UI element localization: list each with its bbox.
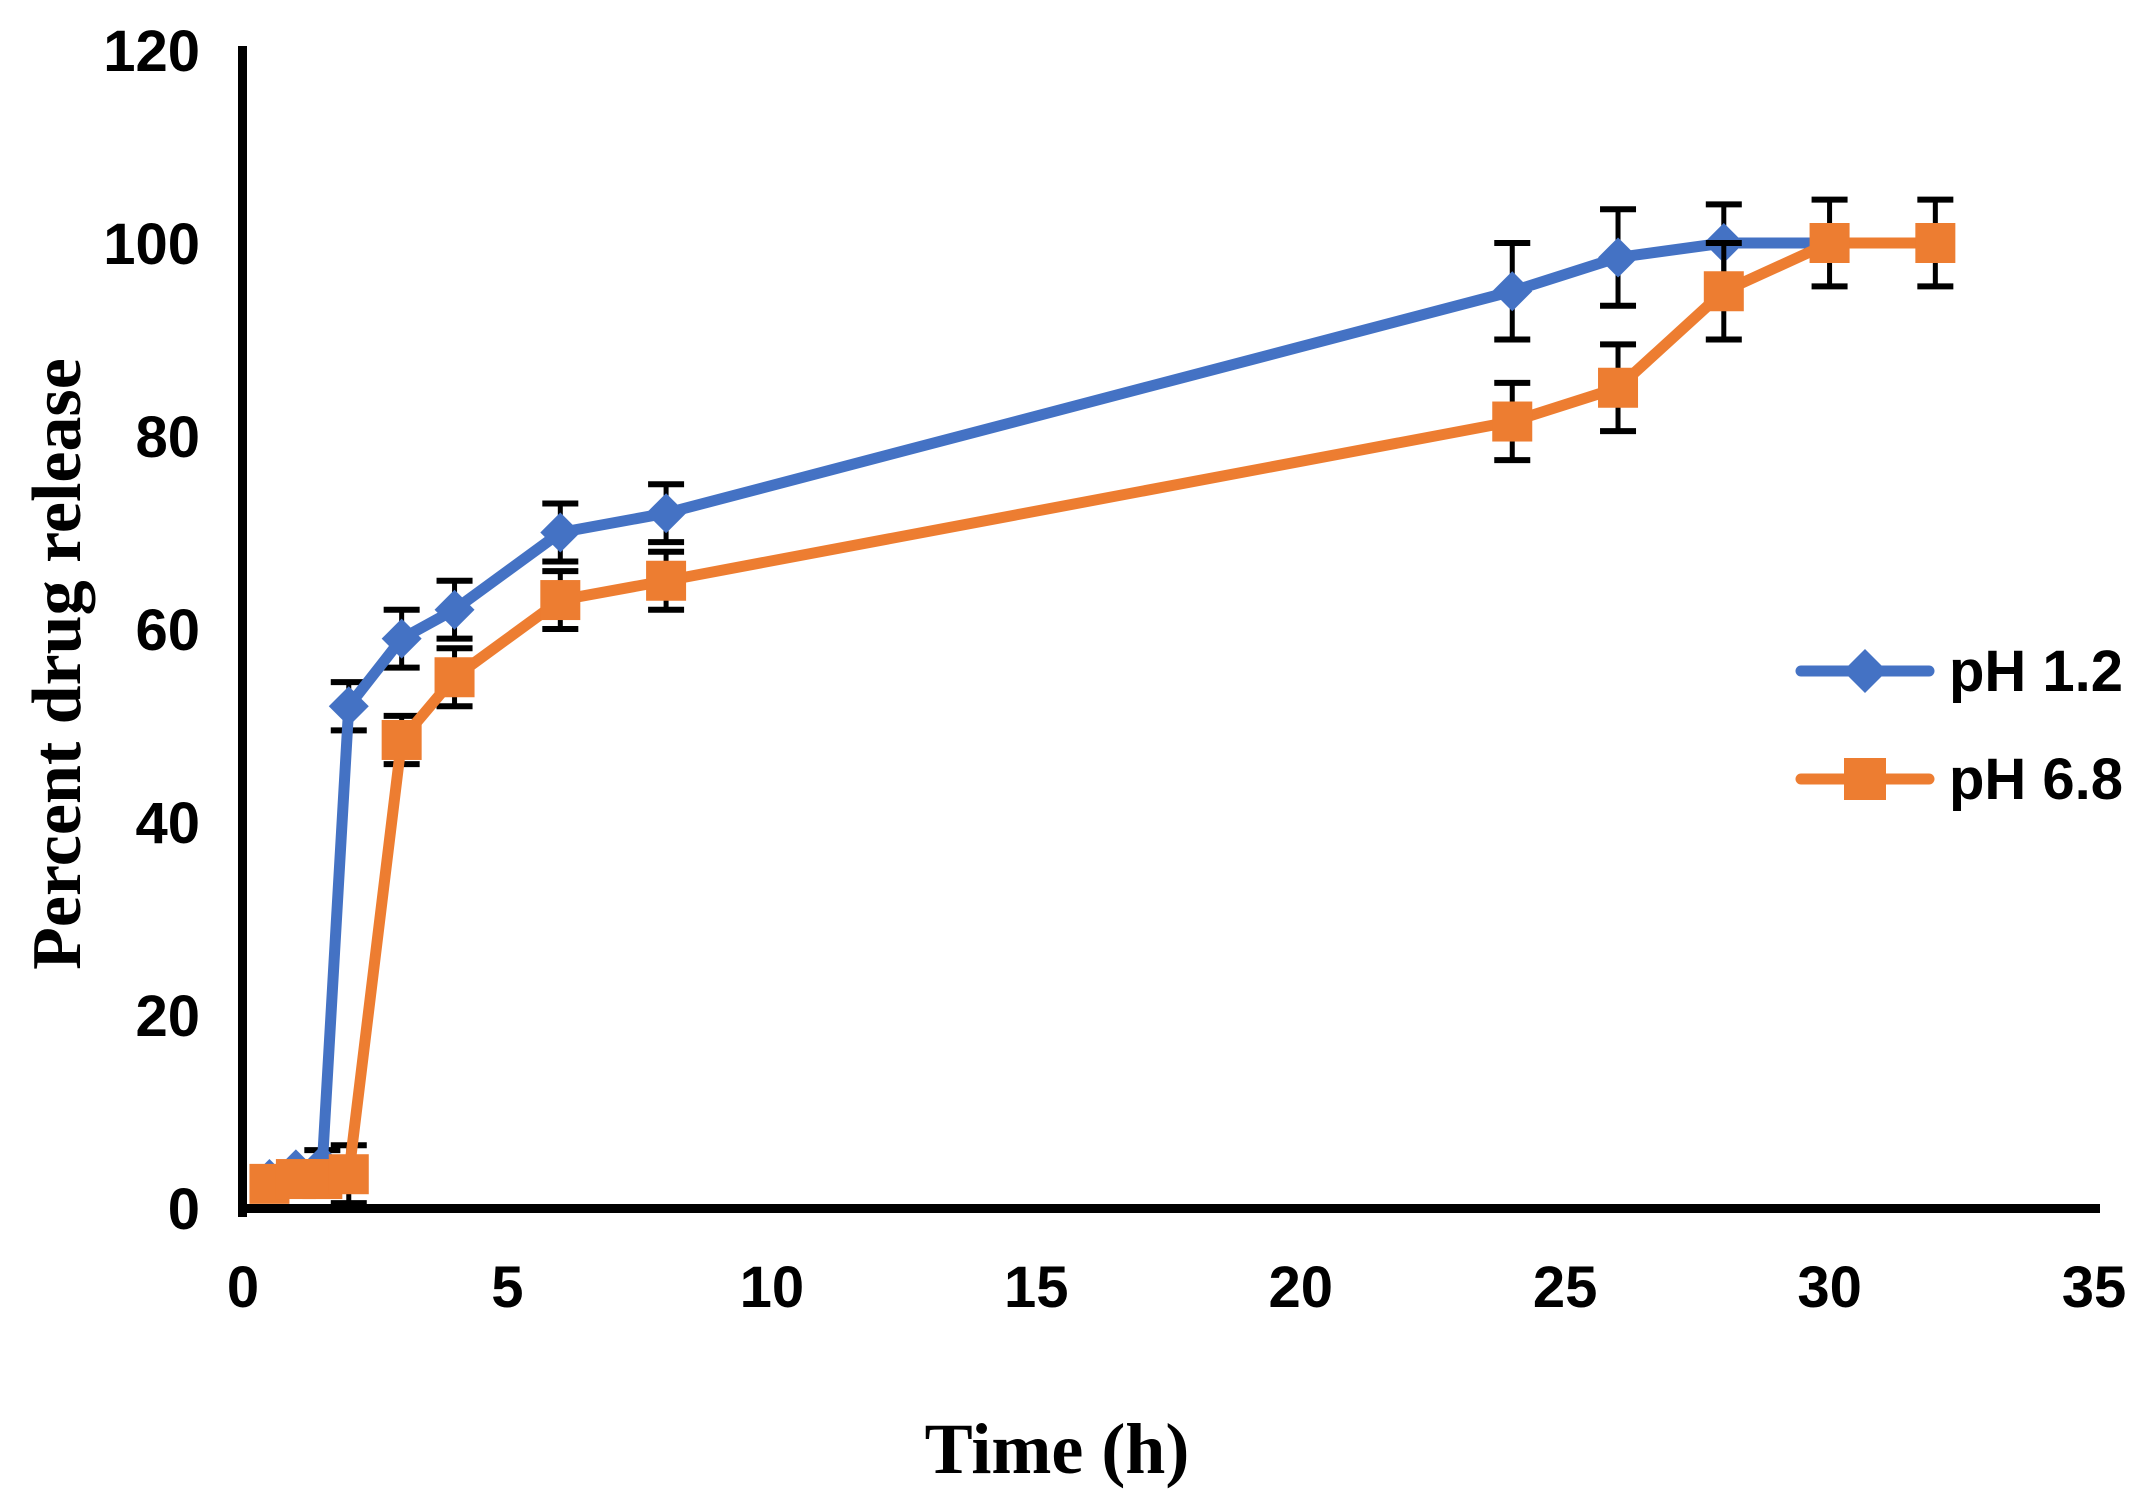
series-line-ph-6.8 <box>263 237 1941 1190</box>
x-axis-line <box>238 1204 2100 1213</box>
legend-item-ph-6-8: pH 6.8 <box>1795 746 2123 812</box>
y-tick-label: 0 <box>168 1177 200 1242</box>
data-point-marker-square <box>1598 367 1639 408</box>
x-tick-label: 10 <box>740 1255 805 1320</box>
x-axis-title: Time (h) <box>924 1409 1190 1489</box>
y-tick-label: 120 <box>103 19 200 84</box>
data-point-marker-square <box>381 719 422 760</box>
data-point-marker-square <box>434 657 475 698</box>
data-point-marker-square <box>1703 271 1744 312</box>
data-point-marker-square <box>1915 223 1956 263</box>
data-point-marker-square <box>1492 401 1533 442</box>
x-tick-label: 30 <box>1797 1255 1862 1320</box>
data-point-marker-square <box>646 560 687 601</box>
x-tick-label: 25 <box>1533 1255 1598 1320</box>
data-point-marker-diamond <box>646 493 687 534</box>
y-axis-title: Percent drug release <box>19 358 96 970</box>
data-point-marker-diamond <box>540 512 581 553</box>
x-tick-label: 0 <box>227 1255 259 1320</box>
y-tick-label: 80 <box>135 405 200 470</box>
y-tick-label: 100 <box>103 212 200 277</box>
series-line-ph-1.2 <box>263 237 1836 1185</box>
data-point-marker-square <box>1809 223 1850 263</box>
x-tick-label: 5 <box>491 1255 523 1320</box>
data-point-marker-diamond <box>434 589 475 630</box>
data-point-marker-diamond <box>1492 271 1533 312</box>
y-tick-label: 60 <box>135 598 200 663</box>
x-tick-label: 35 <box>2062 1255 2127 1320</box>
legend-label-ph-6-8: pH 6.8 <box>1949 746 2124 812</box>
legend-marker-diamond-icon <box>1795 649 1935 693</box>
legend-label-ph-1-2: pH 1.2 <box>1949 638 2124 704</box>
x-tick-label: 15 <box>1004 1255 1069 1320</box>
data-point-marker-square <box>540 580 581 621</box>
legend-marker-square-icon <box>1795 758 1935 800</box>
data-point-marker-square <box>328 1154 369 1195</box>
data-point-marker-diamond <box>381 618 422 659</box>
x-tick-label: 20 <box>1268 1255 1333 1320</box>
y-axis-line <box>238 46 247 1217</box>
y-tick-label: 20 <box>135 984 200 1049</box>
legend-item-ph-1-2: pH 1.2 <box>1795 638 2123 704</box>
legend: pH 1.2 pH 6.8 <box>1795 638 2123 812</box>
data-point-marker-diamond <box>328 686 369 727</box>
y-tick-label: 40 <box>135 791 200 856</box>
data-point-marker-diamond <box>1598 237 1639 278</box>
